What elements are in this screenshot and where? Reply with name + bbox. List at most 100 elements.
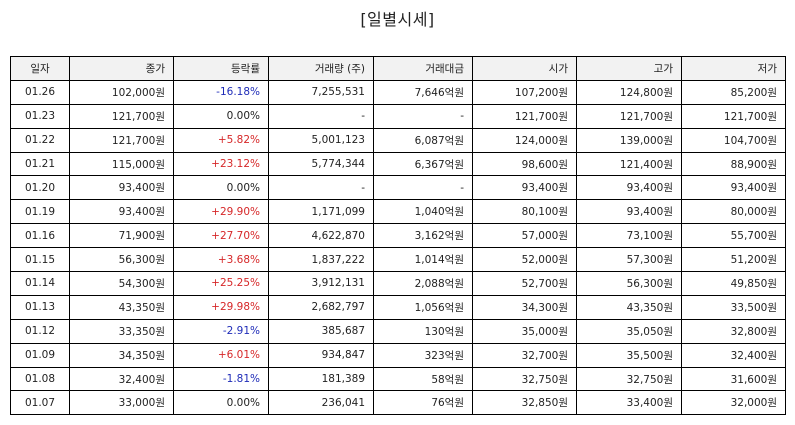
cell-amount: - (373, 175, 473, 201)
cell-volume: 385,687 (268, 318, 374, 344)
page-title: [일별시세] (360, 10, 435, 29)
cell-low: 32,000원 (681, 390, 786, 416)
cell-date: 01.07 (10, 390, 70, 416)
cell-high: 35,500원 (576, 342, 682, 368)
cell-volume: 236,041 (268, 390, 374, 416)
cell-amount: 323억원 (373, 342, 473, 368)
cell-date: 01.09 (10, 342, 70, 368)
cell-high: 56,300원 (576, 271, 682, 296)
daily-price-table: 일자 종가 등락률 거래량 (주) 거래대금 시가 고가 저가 01.26 102… (10, 56, 786, 416)
cell-low: 55,700원 (681, 223, 786, 249)
table-row: 01.13 43,350원 +29.98% 2,682,797 1,056억원 34,30… (10, 294, 786, 320)
cell-high: 43,350원 (576, 294, 682, 320)
header-change: 등락률 (173, 56, 269, 81)
cell-volume: 5,001,123 (268, 127, 374, 153)
cell-date: 01.19 (10, 199, 70, 225)
cell-amount: 130억원 (373, 318, 473, 344)
cell-low: 80,000원 (681, 199, 786, 225)
table-row: 01.22 121,700원 +5.82% 5,001,123 6,087억원 124,0… (10, 127, 786, 153)
cell-high: 93,400원 (576, 199, 682, 225)
cell-change: 0.00% (173, 390, 269, 416)
cell-low: 49,850원 (681, 271, 786, 296)
cell-open: 52,700원 (472, 271, 577, 296)
cell-close: 34,350원 (69, 342, 174, 368)
cell-volume: 1,171,099 (268, 199, 374, 225)
cell-date: 01.08 (10, 366, 70, 392)
cell-amount: 1,056억원 (373, 294, 473, 320)
cell-amount: - (373, 103, 473, 129)
cell-date: 01.21 (10, 151, 70, 177)
cell-close: 102,000원 (69, 79, 174, 105)
header-open: 시가 (472, 56, 577, 81)
cell-close: 121,700원 (69, 103, 174, 129)
cell-close: 115,000원 (69, 151, 174, 177)
cell-date: 01.15 (10, 247, 70, 273)
cell-change: +29.90% (173, 199, 269, 225)
header-close: 종가 (69, 56, 174, 81)
cell-close: 32,400원 (69, 366, 174, 392)
cell-close: 121,700원 (69, 127, 174, 153)
cell-amount: 1,014억원 (373, 247, 473, 273)
cell-change: +6.01% (173, 342, 269, 368)
cell-change: 0.00% (173, 175, 269, 201)
cell-low: 31,600원 (681, 366, 786, 392)
cell-open: 121,700원 (472, 103, 577, 129)
cell-high: 121,400원 (576, 151, 682, 177)
cell-high: 33,400원 (576, 390, 682, 416)
cell-low: 51,200원 (681, 247, 786, 273)
table-body: 01.26 102,000원 -16.18% 7,255,531 7,646억원 107,… (10, 79, 786, 416)
cell-date: 01.26 (10, 79, 70, 105)
cell-volume: 4,622,870 (268, 223, 374, 249)
cell-open: 35,000원 (472, 318, 577, 344)
cell-open: 32,750원 (472, 366, 577, 392)
cell-volume: 934,847 (268, 342, 374, 368)
cell-date: 01.23 (10, 103, 70, 129)
header-amount: 거래대금 (373, 56, 473, 81)
cell-date: 01.16 (10, 223, 70, 249)
cell-change: -16.18% (173, 79, 269, 105)
cell-low: 88,900원 (681, 151, 786, 177)
header-low: 저가 (681, 56, 786, 81)
cell-close: 93,400원 (69, 175, 174, 201)
table-row: 01.15 56,300원 +3.68% 1,837,222 1,014억원 52,000… (10, 247, 786, 273)
cell-change: +27.70% (173, 223, 269, 249)
cell-volume: - (268, 103, 374, 129)
cell-open: 124,000원 (472, 127, 577, 153)
table-row: 01.21 115,000원 +23.12% 5,774,344 6,367억원 98,6… (10, 151, 786, 177)
cell-close: 93,400원 (69, 199, 174, 225)
cell-close: 33,000원 (69, 390, 174, 416)
table-header-row: 일자 종가 등락률 거래량 (주) 거래대금 시가 고가 저가 (10, 56, 786, 81)
header-high: 고가 (576, 56, 682, 81)
cell-high: 121,700원 (576, 103, 682, 129)
cell-high: 139,000원 (576, 127, 682, 153)
cell-high: 32,750원 (576, 366, 682, 392)
cell-volume: - (268, 175, 374, 201)
cell-low: 85,200원 (681, 79, 786, 105)
cell-low: 32,800원 (681, 318, 786, 344)
cell-change: +23.12% (173, 151, 269, 177)
cell-change: +3.68% (173, 247, 269, 273)
table-row: 01.07 33,000원 0.00% 236,041 76억원 32,850원 33,40… (10, 390, 786, 416)
cell-high: 73,100원 (576, 223, 682, 249)
cell-amount: 2,088억원 (373, 271, 473, 296)
cell-date: 01.13 (10, 294, 70, 320)
cell-volume: 5,774,344 (268, 151, 374, 177)
cell-high: 57,300원 (576, 247, 682, 273)
table-row: 01.14 54,300원 +25.25% 3,912,131 2,088억원 52,70… (10, 271, 786, 296)
cell-close: 71,900원 (69, 223, 174, 249)
cell-open: 34,300원 (472, 294, 577, 320)
cell-change: 0.00% (173, 103, 269, 129)
cell-open: 52,000원 (472, 247, 577, 273)
cell-change: -1.81% (173, 366, 269, 392)
cell-open: 98,600원 (472, 151, 577, 177)
cell-change: +25.25% (173, 271, 269, 296)
cell-low: 93,400원 (681, 175, 786, 201)
cell-amount: 3,162억원 (373, 223, 473, 249)
cell-amount: 58억원 (373, 366, 473, 392)
cell-volume: 3,912,131 (268, 271, 374, 296)
cell-volume: 181,389 (268, 366, 374, 392)
cell-date: 01.12 (10, 318, 70, 344)
header-date: 일자 (10, 56, 70, 81)
cell-open: 57,000원 (472, 223, 577, 249)
cell-close: 54,300원 (69, 271, 174, 296)
